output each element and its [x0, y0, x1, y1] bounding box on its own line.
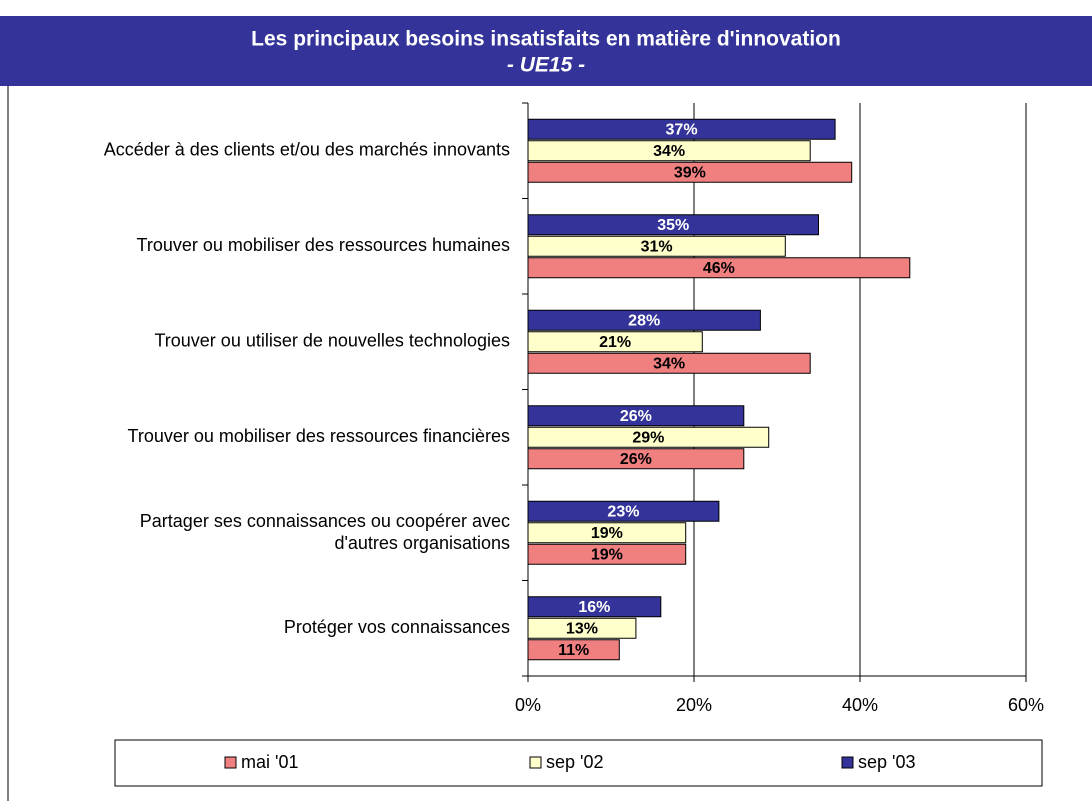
- bar: [527, 500, 720, 522]
- data-label: 21%: [599, 334, 631, 351]
- bar: [527, 161, 853, 183]
- data-label: 11%: [558, 642, 589, 659]
- y-tick-label: Trouver ou utiliser de nouvelles technol…: [154, 331, 510, 351]
- y-tick-label: Protéger vos connaissances: [284, 617, 510, 637]
- data-label: 26%: [620, 408, 652, 425]
- legend-swatch: [841, 756, 854, 769]
- bar: [527, 214, 819, 236]
- legend-label: sep '03: [858, 752, 915, 772]
- y-tick-label: Trouver ou mobiliser des ressources fina…: [128, 426, 511, 446]
- bar: [527, 596, 662, 618]
- legend-label: sep '02: [546, 752, 603, 772]
- chart-title: Les principaux besoins insatisfaits en m…: [251, 28, 841, 51]
- data-label: 23%: [607, 503, 639, 520]
- bar: [527, 522, 687, 544]
- bar: [527, 543, 687, 565]
- bar: [527, 140, 811, 162]
- data-label: 46%: [703, 260, 735, 277]
- bar: [527, 118, 836, 140]
- bar: [527, 617, 637, 639]
- data-label: 26%: [620, 451, 652, 468]
- data-label: 34%: [653, 355, 685, 372]
- data-label: 31%: [641, 238, 673, 255]
- bar: [527, 309, 761, 331]
- data-label: 29%: [632, 429, 664, 446]
- title-banner: [0, 16, 1092, 86]
- data-label: 19%: [591, 546, 623, 563]
- data-label: 35%: [657, 217, 689, 234]
- bar: [527, 257, 911, 279]
- legend-label: mai '01: [241, 752, 298, 772]
- bar: [527, 331, 703, 353]
- data-label: 28%: [628, 312, 660, 329]
- data-label: 34%: [653, 143, 685, 160]
- bar: [527, 235, 786, 257]
- x-tick-label: 40%: [842, 695, 878, 715]
- bar: [527, 405, 745, 427]
- legend-box: [114, 739, 1043, 787]
- bar: [527, 639, 620, 661]
- bar: [527, 448, 745, 470]
- x-tick-label: 0%: [515, 695, 541, 715]
- chart-subtitle: - UE15 -: [507, 54, 585, 77]
- legend-swatch: [529, 756, 542, 769]
- data-label: 37%: [666, 121, 698, 138]
- x-tick-label: 20%: [676, 695, 712, 715]
- data-label: 13%: [566, 620, 598, 637]
- data-label: 16%: [578, 599, 610, 616]
- bar: [527, 426, 770, 448]
- x-tick-label: 60%: [1008, 695, 1044, 715]
- y-tick-label: Partager ses connaissances ou coopérer a…: [140, 511, 510, 553]
- data-label: 39%: [674, 164, 706, 181]
- y-tick-label: Trouver ou mobiliser des ressources huma…: [137, 235, 511, 255]
- data-label: 19%: [591, 525, 623, 542]
- y-tick-label: Accéder à des clients et/ou des marchés …: [104, 140, 510, 160]
- bar: [527, 352, 811, 374]
- legend-swatch: [224, 756, 237, 769]
